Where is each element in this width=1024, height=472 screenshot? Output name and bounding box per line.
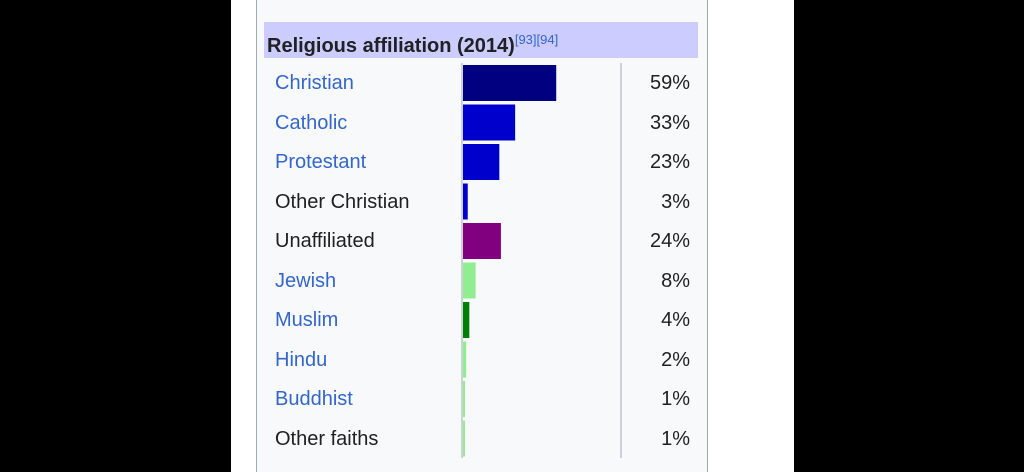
bar-buddhist: [463, 381, 465, 417]
category-label-hindu[interactable]: Hindu: [275, 348, 328, 371]
chart-title-text: Religious affiliation (2014): [267, 35, 515, 57]
value-label-hindu: 2%: [661, 348, 690, 371]
category-label-other-christian: Other Christian: [275, 190, 410, 213]
value-label-catholic: 33%: [649, 111, 690, 134]
bar-catholic: [463, 104, 516, 141]
value-label-muslim: 4%: [661, 309, 690, 331]
category-label-unaffiliated: Unaffiliated: [275, 230, 375, 252]
value-label-unaffiliated: 24%: [649, 230, 690, 252]
category-label-muslim[interactable]: Muslim: [275, 309, 339, 331]
bar-protestant: [463, 144, 500, 180]
bar-unaffiliated: [463, 223, 501, 259]
bar-muslim: [463, 302, 470, 338]
value-label-protestant: 23%: [649, 151, 690, 173]
chart-title: Religious affiliation (2014)[93][94]: [264, 22, 698, 58]
value-label-jewish: 8%: [661, 269, 690, 292]
value-label-other-christian: 3%: [661, 190, 690, 213]
value-label-christian: 59%: [649, 72, 690, 94]
bar-hindu: [463, 341, 467, 378]
bar-other-faiths: [463, 420, 465, 457]
bar-christian: [463, 65, 557, 101]
bar-other-christian: [463, 183, 468, 220]
citation-refs[interactable]: [93][94]: [514, 32, 559, 47]
category-label-catholic[interactable]: Catholic: [275, 111, 348, 134]
category-label-buddhist[interactable]: Buddhist: [275, 388, 353, 410]
category-label-jewish[interactable]: Jewish: [275, 269, 337, 292]
bar-jewish: [463, 262, 476, 299]
category-label-protestant[interactable]: Protestant: [275, 151, 367, 173]
value-label-buddhist: 1%: [661, 388, 690, 410]
category-label-other-faiths: Other faiths: [275, 427, 379, 450]
value-label-other-faiths: 1%: [661, 427, 690, 450]
category-label-christian[interactable]: Christian: [275, 72, 354, 94]
